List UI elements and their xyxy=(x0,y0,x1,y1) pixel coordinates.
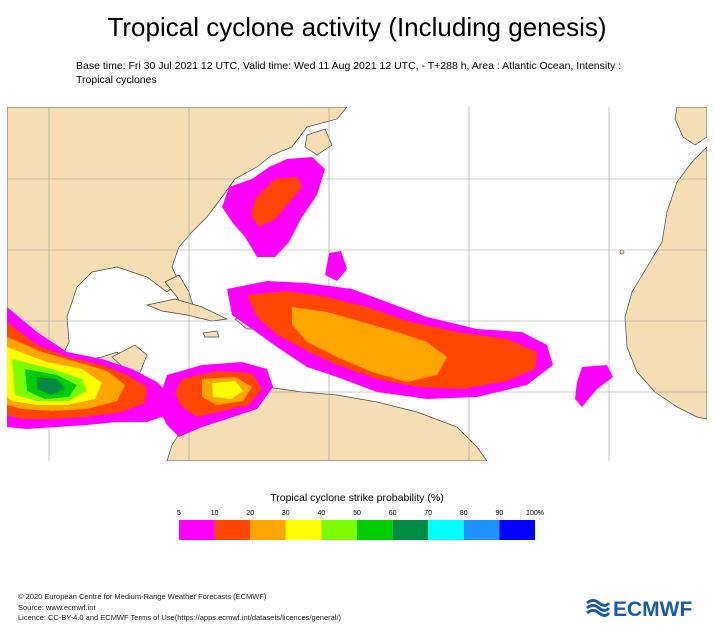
legend-swatch xyxy=(463,520,500,540)
page-title: Tropical cyclone activity (Including gen… xyxy=(107,12,607,42)
ecmwf-logo-text: ECMWF xyxy=(613,598,692,621)
legend-swatch xyxy=(357,520,393,540)
legend-tick-label: 50 xyxy=(353,510,361,517)
swath-offshoot-5 xyxy=(325,251,347,281)
legend-swatch xyxy=(179,520,215,540)
legend-swatch xyxy=(499,520,535,540)
legend-swatch xyxy=(321,520,357,540)
legend-tick-label: 20 xyxy=(246,510,254,517)
legend-swatch xyxy=(214,520,251,540)
swath-pacific-60 xyxy=(37,377,65,395)
legend-tick-label: 10 xyxy=(211,510,219,517)
africa-land xyxy=(624,146,707,420)
ecmwf-logo: ECMWF xyxy=(586,598,692,621)
legend-tick-label: 30 xyxy=(282,510,290,517)
copyright-text: © 2020 European Centre for Medium-Range … xyxy=(18,592,267,601)
legend-swatch xyxy=(392,520,429,540)
legend-swatch xyxy=(285,520,322,540)
legend-title: Tropical cyclone strike probability (%) xyxy=(270,492,444,504)
probability-legend: 5 10 20 30 40 50 60 70 80 90 100% xyxy=(177,510,544,540)
swath-north-10 xyxy=(251,177,302,227)
swath-mdr-20 xyxy=(292,307,447,382)
cyclone-probability-map xyxy=(7,107,707,461)
source-text: Source: www.ecmwf.int xyxy=(18,602,96,612)
cuba-land xyxy=(145,298,229,322)
legend-tick-label: 90 xyxy=(496,510,504,517)
forecast-info: Base time: Fri 30 Jul 2021 12 UTC, Valid… xyxy=(76,60,622,86)
newfoundland-land xyxy=(304,128,333,156)
ecmwf-logo-icon xyxy=(586,599,611,617)
canary-islands xyxy=(619,249,625,255)
iberia-land xyxy=(674,107,707,146)
footer: © 2020 European Centre for Medium-Range … xyxy=(18,592,538,624)
legend-swatch xyxy=(428,520,464,540)
swath-caribbean-30 xyxy=(212,381,243,399)
legend-tick-label: 100% xyxy=(526,510,544,517)
jamaica-land xyxy=(202,330,220,338)
licence-text: Licence: CC-BY-4.0 and ECMWF Terms of Us… xyxy=(18,613,342,622)
legend-tick-label: 5 xyxy=(177,510,181,517)
legend-tick-label: 40 xyxy=(318,510,326,517)
legend-swatch xyxy=(250,520,286,540)
swath-east-5 xyxy=(575,365,613,407)
legend-tick-label: 80 xyxy=(460,510,468,517)
legend-tick-label: 70 xyxy=(424,510,432,517)
legend-tick-label: 60 xyxy=(389,510,397,517)
